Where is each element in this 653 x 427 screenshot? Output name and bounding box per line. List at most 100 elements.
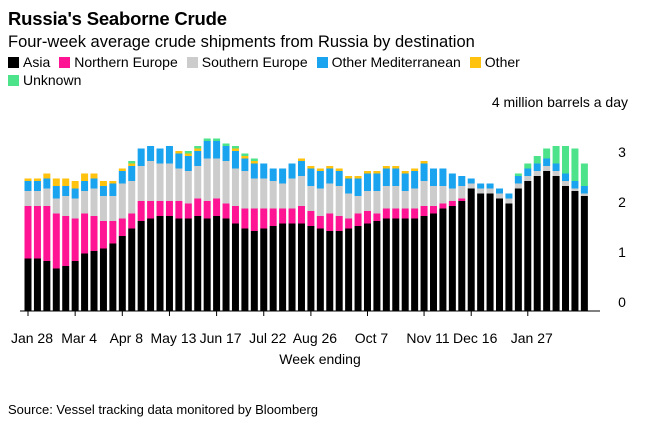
bar-segment-other [43,173,51,179]
bar-segment-northern-europe [222,203,230,219]
bar-segment-northern-europe [156,201,164,216]
bar-segment-asia [392,218,400,311]
bar-segment-asia [109,243,117,311]
bar-segment-asia [486,193,494,311]
bar-segment-other-mediterranean [316,171,324,189]
bar-segment-northern-europe [373,213,381,221]
x-tick-label: Jun 17 [200,330,242,346]
bar-segment-other-mediterranean [363,173,371,191]
bar-segment-asia [420,216,428,311]
bar-segment-southern-europe [477,188,485,194]
bar-segment-southern-europe [543,166,551,171]
bar-segment-unknown [552,146,560,164]
legend-label: Asia [23,54,51,70]
bar-segment-southern-europe [109,196,117,221]
bar-segment-southern-europe [62,196,70,216]
bar-segment-southern-europe [335,186,343,216]
bar-segment-other [335,168,343,171]
bar-segment-other-mediterranean [213,141,221,159]
bar-segment-southern-europe [260,178,268,209]
bar-segment-other-mediterranean [175,153,183,169]
bar-segment-southern-europe [467,183,475,189]
bar-segment-other-mediterranean [81,181,89,191]
x-tick-label: Mar 4 [61,330,97,346]
bar-segment-other-mediterranean [118,171,126,184]
bar-segment-southern-europe [33,191,41,206]
x-tick-label: Jan 28 [11,330,53,346]
bar-segment-northern-europe [194,198,202,216]
bar-segment-other [194,148,202,151]
bar-segment-other [184,153,192,156]
bar-segment-northern-europe [297,206,305,224]
bar-segment-other [297,158,305,161]
bar-segment-southern-europe [288,178,296,209]
bar-segment-southern-europe [458,186,466,199]
legend-item-northern-europe: Northern Europe [59,53,178,71]
bar-segment-northern-europe [24,206,32,259]
bar-segment-asia [505,203,513,311]
bar-segment-other-mediterranean [543,158,551,166]
legend-swatch [59,57,71,68]
bar-segment-other-mediterranean [99,186,107,196]
x-tick-label: Nov 11 [406,330,450,346]
bar-segment-northern-europe [458,198,466,201]
bar-segment-other-mediterranean [194,151,202,166]
bar-segment-other-mediterranean [90,178,98,189]
bar-segment-northern-europe [326,213,334,231]
bar-segment-southern-europe [373,191,381,214]
bar-segment-other-mediterranean [505,193,513,199]
bar-segment-northern-europe [401,208,409,219]
bar-segment-other-mediterranean [514,176,522,184]
bar-segment-other [128,163,136,166]
bar-segment-asia [213,216,221,311]
bar-segment-southern-europe [279,183,287,209]
bar-segment-southern-europe [514,183,522,189]
bar-segment-unknown [514,173,522,176]
legend-swatch [316,57,328,68]
legend-label: Unknown [23,72,82,88]
bar-segment-asia [363,223,371,311]
bar-segment-other-mediterranean [411,171,419,189]
bar-segment-asia [354,226,362,311]
bar-segment-southern-europe [420,181,428,206]
bar-segment-asia [90,251,98,311]
bar-segment-other-mediterranean [137,148,145,166]
bar-segment-other [250,161,258,164]
bar-segment-other-mediterranean [354,178,362,196]
bar-segment-unknown [222,143,230,146]
bar-segment-asia [147,218,155,311]
bar-segment-other-mediterranean [71,188,79,199]
bar-segment-asia [458,201,466,311]
legend-swatch [8,57,19,68]
bar-segment-northern-europe [250,208,258,231]
bar-segment-asia [297,223,305,311]
bar-segment-unknown [533,156,541,164]
bar-segment-unknown [194,146,202,149]
bar-segment-northern-europe [411,208,419,219]
legend-swatch [186,57,198,68]
bar-segment-northern-europe [128,213,136,229]
x-tick-label: Aug 26 [293,330,338,346]
bar-segment-asia [43,261,51,311]
bar-segment-asia [514,188,522,311]
bar-segment-northern-europe [52,213,60,269]
bar-segment-southern-europe [401,191,409,209]
bar-segment-asia [241,228,249,311]
legend-swatch [8,75,19,86]
bar-segment-southern-europe [411,188,419,209]
bar-segment-other [354,176,362,179]
bar-segment-other-mediterranean [279,168,287,184]
bar-segment-asia [222,218,230,311]
bar-segment-asia [382,218,390,311]
bar-segment-other-mediterranean [62,186,70,196]
bar-segment-southern-europe [81,191,89,214]
bar-segment-other-mediterranean [382,168,390,186]
bar-segment-other-mediterranean [241,158,249,171]
bar-segment-northern-europe [288,208,296,224]
bar-segment-asia [24,258,32,311]
bar-segment-other-mediterranean [571,181,579,189]
bar-segment-unknown [231,146,239,149]
legend-item-other: Other [469,53,520,71]
bar-segment-asia [411,218,419,311]
bar-segment-unknown [250,158,258,161]
